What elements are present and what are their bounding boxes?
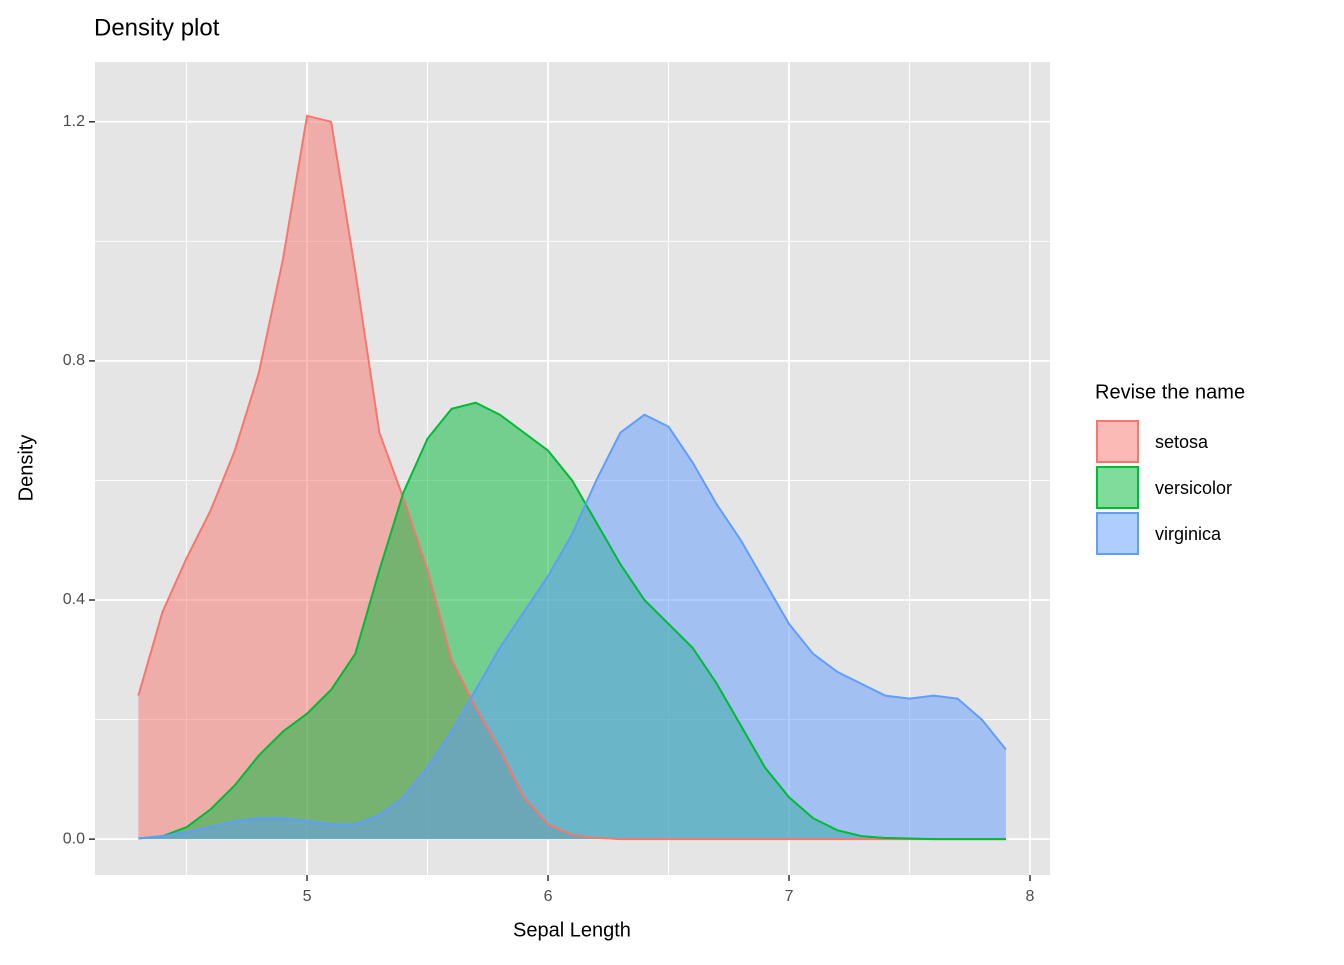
y-tick-label: 1.2	[63, 113, 85, 130]
x-tick-label: 6	[544, 888, 553, 905]
legend-key	[1096, 466, 1139, 509]
legend-key	[1096, 512, 1139, 555]
density-line	[138, 401, 1006, 841]
density-line	[137, 114, 1006, 841]
y-tick-label: 0.8	[63, 352, 85, 369]
legend-title: Revise the name	[1095, 381, 1245, 403]
x-axis-title: Sepal Length	[513, 919, 631, 941]
y-axis-title: Density	[15, 435, 37, 502]
legend-label: virginica	[1155, 524, 1222, 544]
y-tick-label: 0.4	[63, 591, 85, 608]
x-tick-label: 5	[303, 888, 312, 905]
chart-title: Density plot	[94, 14, 220, 41]
x-tick-label: 8	[1026, 888, 1035, 905]
legend-label: versicolor	[1155, 478, 1232, 498]
density-area	[138, 414, 1006, 840]
legend-key	[1096, 420, 1139, 463]
y-tick-label: 0.0	[63, 830, 85, 847]
legend-label: setosa	[1155, 432, 1209, 452]
x-tick-label: 7	[785, 888, 794, 905]
density-line	[138, 413, 1007, 840]
